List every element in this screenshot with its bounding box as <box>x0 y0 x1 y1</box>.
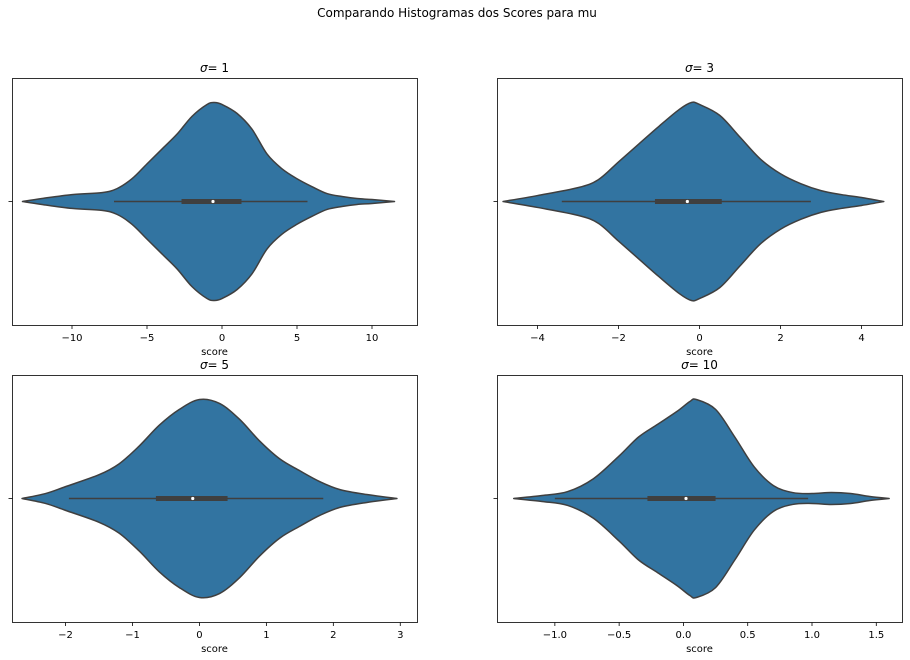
x-tick-label: −10 <box>61 333 82 344</box>
x-tick-label: 2 <box>330 630 336 641</box>
subplot-2: σ= 3 −4 −2 0 2 4 score <box>493 61 903 358</box>
x-tick-label: −4 <box>530 333 545 344</box>
subplot-title-sigma: σ <box>200 61 208 75</box>
subplot-title: σ= 3 <box>685 61 714 75</box>
subplot-1: σ= 1 −10 −5 0 5 10 score <box>8 61 418 358</box>
x-tick-label: −1.0 <box>543 630 567 641</box>
subplot-title: σ= 1 <box>200 61 229 75</box>
violin-median-point <box>211 199 215 204</box>
subplot-title-sigma: σ <box>685 61 693 75</box>
x-tick-label: 4 <box>858 333 864 344</box>
subplot-title-value: = 5 <box>208 358 230 372</box>
axes-frame <box>497 78 903 326</box>
x-tick-label: 10 <box>366 333 379 344</box>
x-tick-label: 1 <box>263 630 269 641</box>
x-tick-label: 0.0 <box>675 630 691 641</box>
x-tick-label: −2 <box>611 333 626 344</box>
subplot-title-sigma: σ <box>200 358 208 372</box>
x-tick-label: −2 <box>58 630 73 641</box>
x-axis-label: score <box>686 644 713 655</box>
subplot-title-value: = 10 <box>689 358 718 372</box>
subplot-4: σ= 10 −1.0 −0.5 0.0 0.5 1.0 1.5 score <box>493 358 903 655</box>
x-tick-label: 3 <box>397 630 403 641</box>
x-tick-label: −1 <box>125 630 140 641</box>
x-tick-label: −5 <box>140 333 155 344</box>
x-tick-label: 1.0 <box>804 630 820 641</box>
axes-frame <box>12 375 418 623</box>
x-tick-label: −0.5 <box>607 630 631 641</box>
subplot-title-sigma: σ <box>681 358 689 372</box>
subplot-title: σ= 5 <box>200 358 229 372</box>
x-tick-label: 5 <box>294 333 300 344</box>
violin-median-point <box>685 199 689 204</box>
x-tick-label: 0 <box>219 333 225 344</box>
x-tick-label: 0.5 <box>740 630 756 641</box>
subplot-title: σ= 10 <box>681 358 718 372</box>
x-axis-label: score <box>686 347 713 358</box>
violin-median-point <box>191 496 195 501</box>
x-axis-label: score <box>201 347 228 358</box>
x-tick-label: 2 <box>777 333 783 344</box>
subplot-title-value: = 3 <box>693 61 715 75</box>
x-tick-label: 0 <box>696 333 702 344</box>
violin-median-point <box>684 496 688 501</box>
axes-frame <box>12 78 418 326</box>
x-tick-label: 0 <box>196 630 202 641</box>
x-axis-label: score <box>201 644 228 655</box>
subplot-title-value: = 1 <box>208 61 230 75</box>
axes-frame <box>497 375 903 623</box>
x-tick-label: 1.5 <box>868 630 884 641</box>
figure-suptitle: Comparando Histogramas dos Scores para m… <box>317 6 597 20</box>
subplot-3: σ= 5 −2 −1 0 1 2 3 score <box>8 358 418 655</box>
